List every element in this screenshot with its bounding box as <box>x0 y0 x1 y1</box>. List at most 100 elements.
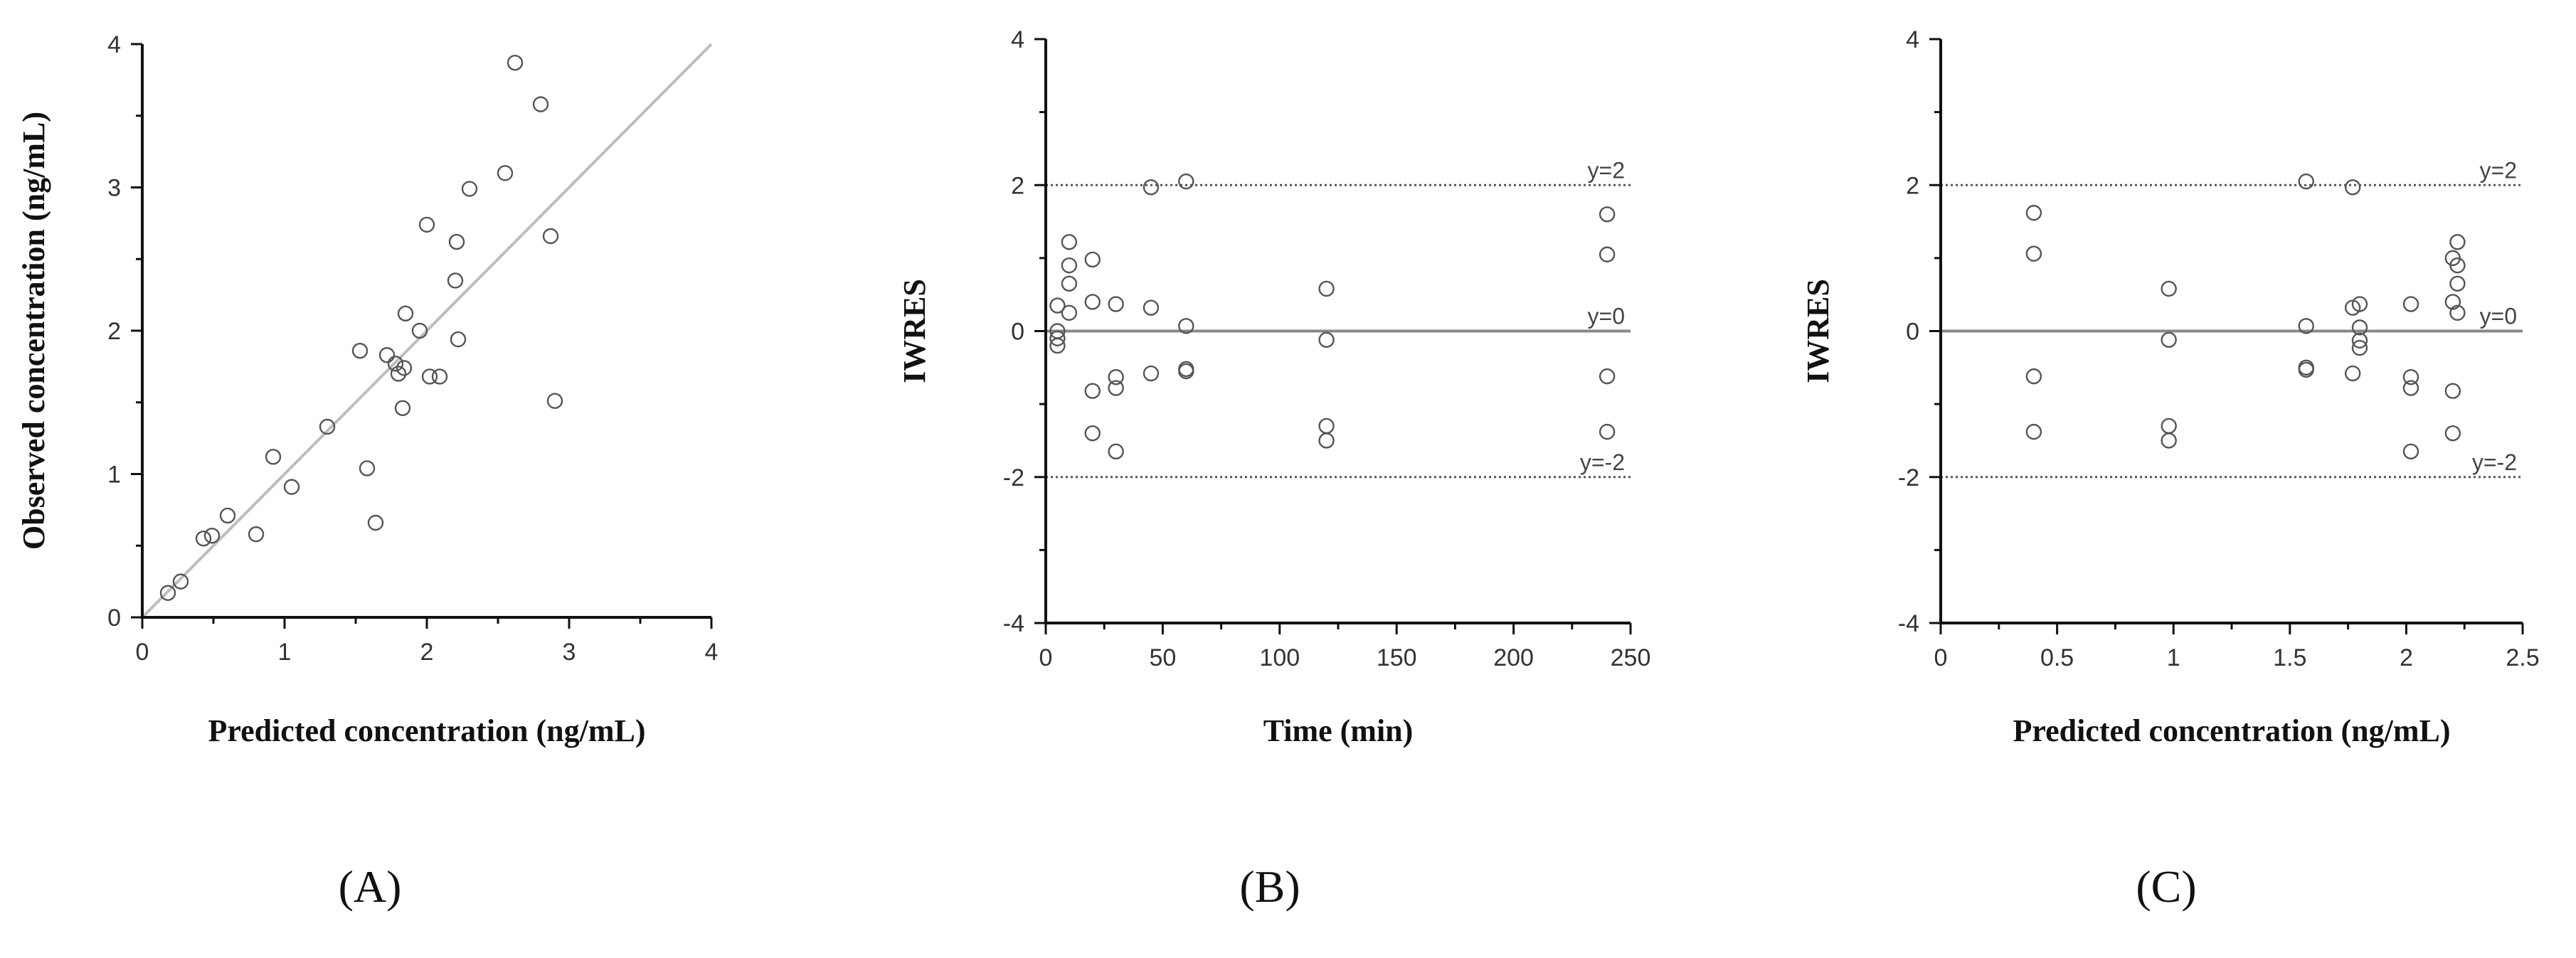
panel-b-point <box>1108 368 1124 385</box>
panel-c-point <box>2351 296 2368 312</box>
panel-a-point <box>431 368 448 385</box>
panel-c-point <box>2344 365 2361 382</box>
panel-b-point <box>1599 206 1616 223</box>
panel-c-point <box>2161 417 2177 435</box>
panel-a-point <box>203 527 221 544</box>
panel-b-x-tick-label: 150 <box>1377 644 1417 671</box>
panel-b-ref-label-0: y=2 <box>1588 157 1625 183</box>
panel-b-point <box>1061 304 1078 321</box>
panel-a-point <box>421 368 438 385</box>
panel-c-y-tick-label: 2 <box>1906 172 1919 199</box>
panel-b-point <box>1143 179 1160 196</box>
panel-b-y-tick-label: -4 <box>1003 610 1024 637</box>
panel-b-point <box>1084 425 1101 442</box>
panel-c-point <box>2351 332 2368 349</box>
panel-c-x-axis-title: Predicted concentration (ng/mL) <box>2013 713 2450 748</box>
panel-a-x-tick-label: 0 <box>136 639 149 666</box>
panel-a-point <box>418 216 435 233</box>
panel-b-point <box>1599 246 1616 262</box>
panel-a-x-tick-label: 4 <box>705 639 719 666</box>
panel-c-y-tick-label: -2 <box>1898 464 1919 491</box>
panel-a-point <box>542 228 559 245</box>
panel-b-x-tick-label: 200 <box>1493 644 1534 671</box>
panel-b-point <box>1178 363 1194 380</box>
panel-b-point <box>1318 331 1335 348</box>
panel-a-point <box>497 165 514 181</box>
panel-c-x-tick-label: 0 <box>1934 644 1948 671</box>
panel-a-point <box>397 305 414 322</box>
panel-a-y-tick-label: 3 <box>107 175 121 202</box>
panel-b-point <box>1143 365 1160 382</box>
panel-b-point <box>1061 257 1078 274</box>
panel-a-point <box>159 585 176 601</box>
panel-c-point <box>2402 380 2419 396</box>
panel-a-point <box>450 331 467 348</box>
panel-c-y-axis-title: IWRES <box>1801 279 1835 383</box>
panel-b-point <box>1084 383 1101 399</box>
panel-b-point <box>1318 432 1335 449</box>
panel-b-point <box>1108 443 1124 460</box>
panel-b-ref-label-1: y=0 <box>1588 304 1625 329</box>
panel-a-point <box>394 400 411 417</box>
panel-c-ref-label-0: y=2 <box>2480 157 2517 183</box>
panel-a-y-tick-label: 4 <box>107 31 121 58</box>
panel-c-point <box>2161 331 2177 348</box>
panel-a-point <box>195 530 212 547</box>
panel-a-point <box>367 514 384 531</box>
panel-a-point <box>219 507 236 524</box>
panel-a-point <box>448 233 465 250</box>
panel-b-y-tick-label: 0 <box>1011 319 1024 346</box>
panel-b-point <box>1049 337 1066 354</box>
panel-c-point <box>2449 275 2466 292</box>
panel-c-point <box>2351 319 2368 336</box>
panel-a-x-tick-label: 3 <box>563 639 576 666</box>
panel-b-point <box>1599 368 1616 385</box>
panel-b-point <box>1318 280 1335 297</box>
panel-c-y-tick-label: -4 <box>1898 610 1919 637</box>
panel-a-point <box>461 181 478 197</box>
panel-a-y-axis-title: Observed concentration (ng/mL) <box>16 112 51 550</box>
panel-b-ref-label-2: y=-2 <box>1580 449 1625 475</box>
panel-c-x-tick-label: 0.5 <box>2040 644 2074 671</box>
panel-b-y-tick-label: -2 <box>1003 464 1024 491</box>
panel-a-point <box>447 272 464 289</box>
panel-b-point <box>1084 251 1101 268</box>
panel-a-point <box>546 393 563 409</box>
panel-b-y-axis-title: IWRES <box>897 279 932 383</box>
panel-c-point <box>2025 245 2042 262</box>
panel-b-x-tick-label: 0 <box>1039 644 1053 671</box>
panel-c-ref-label-2: y=-2 <box>2472 449 2517 475</box>
panel-c-point <box>2402 443 2419 460</box>
panel-c-x-tick-label: 2.5 <box>2506 644 2539 671</box>
panel-c-point <box>2025 423 2042 440</box>
panel-a-point <box>387 356 404 372</box>
panel-c-point <box>2402 296 2419 312</box>
panel-c-point <box>2449 234 2466 250</box>
panel-c-x-tick-label: 2 <box>2400 644 2413 671</box>
panel-c-label: (C) <box>2136 861 2196 912</box>
panel-a-point <box>378 347 396 363</box>
panel-a-x-tick-label: 1 <box>278 639 292 666</box>
panel-b-point <box>1318 417 1335 435</box>
panel-c-point <box>2161 432 2177 449</box>
panel-b-point <box>1084 294 1101 310</box>
panel-c-point <box>2344 179 2361 196</box>
panel-a-point <box>359 460 376 477</box>
panel-c-point <box>2444 425 2461 442</box>
panel-b-point <box>1061 234 1078 250</box>
panel-a-point <box>411 322 428 339</box>
panel-a-point <box>172 573 189 590</box>
panel-b-x-tick-label: 250 <box>1611 644 1651 671</box>
panel-a-point <box>507 54 524 71</box>
panel-b-label: (B) <box>1239 861 1300 912</box>
panel-c-point <box>2444 383 2461 399</box>
panel-c-point <box>2298 318 2314 334</box>
panel-c-point <box>2444 294 2461 310</box>
panel-c-point <box>2025 368 2042 385</box>
panel-c-point <box>2402 368 2419 385</box>
panel-a-point <box>265 449 282 465</box>
panel-a-y-tick-label: 2 <box>107 318 121 345</box>
panel-c-point <box>2449 304 2466 321</box>
panel-c-point <box>2298 173 2314 190</box>
panel-c-point <box>2161 280 2177 297</box>
